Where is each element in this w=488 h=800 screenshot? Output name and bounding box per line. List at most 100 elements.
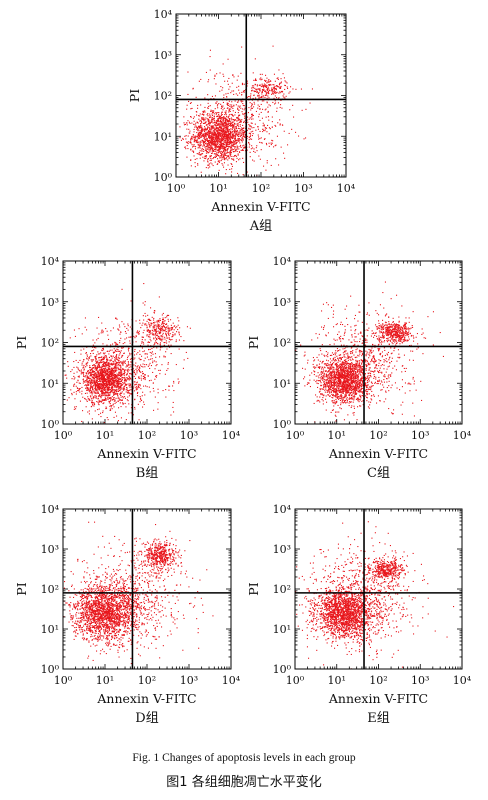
scatter-point xyxy=(106,374,108,376)
scatter-point xyxy=(201,136,203,138)
scatter-point xyxy=(202,141,204,143)
scatter-point xyxy=(84,381,86,383)
scatter-point xyxy=(211,146,213,148)
scatter-point xyxy=(227,155,229,157)
scatter-point xyxy=(243,90,245,92)
scatter-point xyxy=(227,148,229,150)
scatter-point xyxy=(231,165,233,167)
scatter-point xyxy=(272,45,274,47)
scatter-point xyxy=(192,117,194,119)
scatter-point xyxy=(80,353,82,355)
scatter-point xyxy=(261,142,263,144)
scatter-point xyxy=(95,391,97,393)
scatter-point xyxy=(124,378,126,380)
scatter-point xyxy=(164,317,166,319)
scatter-point xyxy=(163,344,165,346)
scatter-point xyxy=(231,144,233,146)
scatter-point xyxy=(203,113,205,115)
scatter-point xyxy=(206,145,208,147)
scatter-point xyxy=(98,384,100,386)
scatter-point xyxy=(223,135,225,137)
scatter-point xyxy=(272,93,274,95)
scatter-point xyxy=(134,383,136,385)
scatter-point xyxy=(223,154,225,156)
scatter-point xyxy=(114,342,116,344)
scatter-point xyxy=(204,137,206,139)
scatter-point xyxy=(102,386,104,388)
scatter-point xyxy=(164,327,166,329)
scatter-point xyxy=(94,356,96,358)
scatter-point xyxy=(168,327,170,329)
scatter-point xyxy=(227,126,229,128)
scatter-point xyxy=(215,127,217,129)
scatter-point xyxy=(115,349,117,351)
scatter-point xyxy=(247,82,249,84)
scatter-point xyxy=(207,125,209,127)
scatter-point xyxy=(87,371,89,373)
scatter-point xyxy=(204,97,206,99)
scatter-point xyxy=(217,138,219,140)
scatter-point xyxy=(166,348,168,350)
scatter-point xyxy=(100,381,102,383)
scatter-point xyxy=(117,385,119,387)
scatter-point xyxy=(105,355,107,357)
scatter-point xyxy=(123,372,125,374)
scatter-point xyxy=(91,361,93,363)
scatter-point xyxy=(100,332,102,334)
scatter-point xyxy=(222,117,224,119)
scatter-point xyxy=(231,137,233,139)
scatter-point xyxy=(274,103,276,105)
scatter-point xyxy=(117,383,119,385)
scatter-point xyxy=(116,362,118,364)
scatter-point xyxy=(208,142,210,144)
scatter-point xyxy=(92,370,94,372)
scatter-point xyxy=(238,106,240,108)
scatter-point xyxy=(93,378,95,380)
scatter-point xyxy=(94,387,96,389)
scatter-point xyxy=(98,386,100,388)
scatter-point xyxy=(205,124,207,126)
scatter-point xyxy=(94,410,96,412)
scatter-point xyxy=(109,363,111,365)
scatter-point xyxy=(234,134,236,136)
scatter-point xyxy=(222,109,224,111)
scatter-point xyxy=(276,110,278,112)
scatter-point xyxy=(256,91,258,93)
scatter-point xyxy=(212,144,214,146)
scatter-point xyxy=(259,89,261,91)
scatter-point xyxy=(195,137,197,139)
scatter-point xyxy=(157,325,159,327)
scatter-point xyxy=(196,139,198,141)
scatter-point xyxy=(237,112,239,114)
scatter-point xyxy=(271,142,273,144)
scatter-point xyxy=(227,117,229,119)
scatter-point xyxy=(107,389,109,391)
scatter-point xyxy=(215,149,217,151)
scatter-point xyxy=(160,328,162,330)
scatter-point xyxy=(250,148,252,150)
scatter-point xyxy=(125,380,127,382)
scatter-point xyxy=(251,85,253,87)
scatter-point xyxy=(91,373,93,375)
scatter-point xyxy=(271,139,273,141)
scatter-point xyxy=(237,118,239,120)
scatter-point xyxy=(229,141,231,143)
scatter-point xyxy=(148,334,150,336)
scatter-point xyxy=(239,131,241,133)
scatter-point xyxy=(143,329,145,331)
scatter-point xyxy=(284,80,286,82)
scatter-point xyxy=(231,118,233,120)
scatter-point xyxy=(165,328,167,330)
scatter-point xyxy=(274,100,276,102)
scatter-point xyxy=(107,396,109,398)
scatter-point xyxy=(225,146,227,148)
x-tick-label: 10¹ xyxy=(209,182,227,195)
scatter-point xyxy=(154,378,156,380)
scatter-point xyxy=(79,388,81,390)
scatter-point xyxy=(89,369,91,371)
scatter-point xyxy=(262,95,264,97)
scatter-point xyxy=(223,94,225,96)
scatter-point xyxy=(141,341,143,343)
scatter-point xyxy=(239,124,241,126)
scatter-point xyxy=(222,139,224,141)
